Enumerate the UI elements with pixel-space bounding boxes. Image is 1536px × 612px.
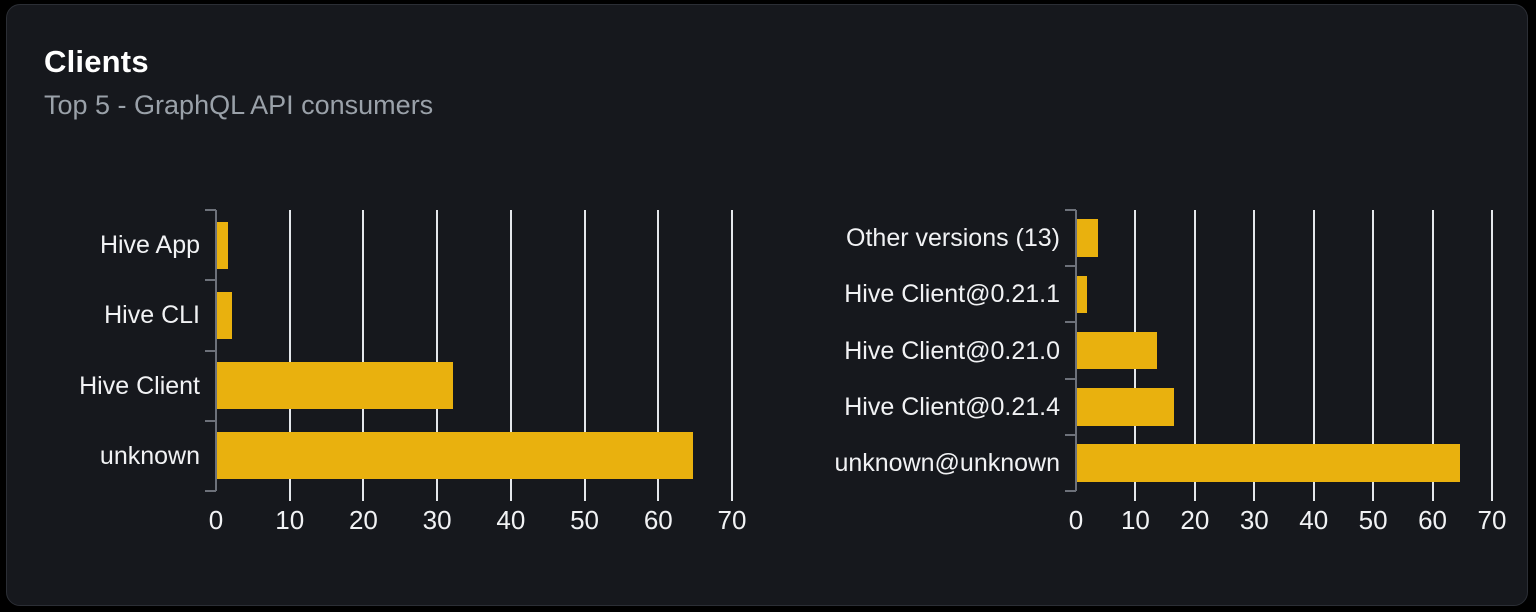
x-axis-label: 40 (1299, 505, 1329, 535)
bar-hive-client-0-21-1[interactable] (1077, 275, 1087, 314)
bar-hive-client-0-21-0[interactable] (1077, 331, 1158, 370)
y-axis-tick (1065, 377, 1076, 380)
y-axis-line (1075, 210, 1077, 491)
x-axis-label: 60 (1418, 505, 1448, 535)
x-axis-label: 60 (643, 505, 673, 535)
clients-by-version-chart: 0 10 20 30 40 50 60 70 Other versions (13) Hive C… (747, 200, 1507, 545)
x-axis-tick (731, 491, 733, 501)
x-axis-label: 50 (570, 505, 600, 535)
grid-line (731, 210, 733, 491)
grid-line (657, 210, 660, 491)
x-axis-label: 0 (1068, 505, 1084, 535)
x-axis-tick (1312, 491, 1315, 501)
clients-by-name-chart: 0 10 20 30 40 50 60 70 Hive App Hive CLI Hive Clie… (7, 200, 747, 545)
x-axis-label: 70 (717, 505, 747, 535)
x-axis-tick (1193, 491, 1196, 501)
bar-other-versions-13[interactable] (1077, 219, 1099, 257)
y-axis-tick (1065, 433, 1076, 436)
y-axis-tick (205, 349, 216, 352)
grid-line (1372, 210, 1375, 491)
panel-subtitle: Top 5 - GraphQL API consumers (44, 90, 434, 120)
category-label-unknown-unknown: unknown@unknown (834, 448, 1060, 477)
x-axis-label: 40 (496, 505, 526, 535)
grid-line (436, 210, 439, 491)
category-label-other-versions-13: Other versions (13) (846, 224, 1060, 253)
x-axis-tick (583, 491, 586, 501)
x-axis-label: 20 (348, 505, 378, 535)
bar-hive-cli[interactable] (217, 291, 232, 339)
x-axis-tick (1491, 491, 1493, 501)
x-axis-label: 10 (275, 505, 305, 535)
grid-line (1491, 210, 1493, 491)
x-axis-label: 30 (1239, 505, 1269, 535)
bar-unknown[interactable] (217, 432, 693, 480)
category-label-hive-cli: Hive CLI (104, 301, 200, 330)
x-axis-tick (362, 491, 365, 501)
x-axis-label: 50 (1358, 505, 1388, 535)
y-axis-tick (1065, 490, 1076, 492)
grid-line (1193, 210, 1196, 491)
grid-line (509, 210, 512, 491)
grid-line (1253, 210, 1256, 491)
category-label-hive-app: Hive App (99, 231, 200, 260)
bar-hive-client-0-21-4[interactable] (1077, 387, 1174, 426)
y-axis-tick (205, 209, 216, 211)
clients-panel: Clients Top 5 - GraphQL API consumers 0 1… (6, 4, 1528, 606)
y-axis-line (215, 210, 217, 491)
x-axis-label: 0 (208, 505, 224, 535)
x-axis-tick (1134, 491, 1137, 501)
x-axis-label: 20 (1180, 505, 1210, 535)
category-label-hive-client-0-21-4: Hive Client@0.21.4 (844, 392, 1060, 421)
x-axis-tick (288, 491, 291, 501)
grid-line (583, 210, 586, 491)
panel-header: Clients Top 5 - GraphQL API consumers (44, 44, 434, 121)
x-axis-tick (1372, 491, 1375, 501)
x-axis-tick (436, 491, 439, 501)
y-axis-tick (205, 490, 216, 492)
y-axis-tick (1065, 321, 1076, 324)
category-label-hive-client-0-21-1: Hive Client@0.21.1 (844, 280, 1060, 309)
x-axis-tick (509, 491, 512, 501)
grid-line (288, 210, 291, 491)
category-label-hive-client-0-21-0: Hive Client@0.21.0 (844, 336, 1060, 365)
y-axis-tick (205, 419, 216, 422)
panel-title: Clients (44, 44, 149, 79)
bar-hive-client[interactable] (217, 362, 453, 410)
x-axis-label: 30 (422, 505, 452, 535)
category-label-unknown: unknown (99, 441, 200, 470)
y-axis-tick (205, 279, 216, 282)
y-axis-tick (1065, 265, 1076, 268)
x-axis-label: 10 (1120, 505, 1150, 535)
bar-hive-app[interactable] (217, 221, 229, 269)
x-axis-label: 70 (1477, 505, 1507, 535)
x-axis-tick (1431, 491, 1434, 501)
grid-line (1431, 210, 1434, 491)
x-axis-tick (657, 491, 660, 501)
bar-unknown-unknown[interactable] (1077, 444, 1461, 482)
grid-line (1312, 210, 1315, 491)
y-axis-tick (1065, 209, 1076, 211)
category-label-hive-client: Hive Client (79, 371, 200, 400)
x-axis-tick (1253, 491, 1256, 501)
grid-line (362, 210, 365, 491)
